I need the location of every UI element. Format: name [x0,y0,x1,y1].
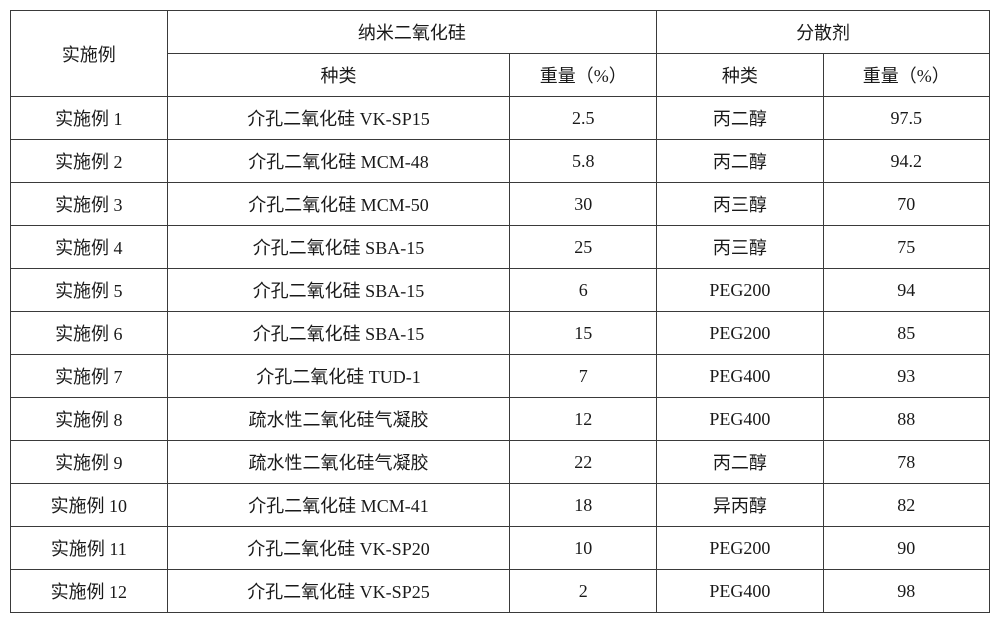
header-dispersant-weight: 重量（%） [823,54,989,97]
cell-silica-type: 介孔二氧化硅 SBA-15 [167,312,510,355]
cell-silica-type: 介孔二氧化硅 MCM-41 [167,484,510,527]
table-row: 实施例 3介孔二氧化硅 MCM-5030丙三醇70 [11,183,990,226]
cell-silica-type: 介孔二氧化硅 SBA-15 [167,269,510,312]
table-body: 实施例 1介孔二氧化硅 VK-SP152.5丙二醇97.5实施例 2介孔二氧化硅… [11,97,990,613]
cell-silica-type: 疏水性二氧化硅气凝胶 [167,441,510,484]
cell-example: 实施例 1 [11,97,168,140]
cell-dispersant-type: PEG200 [657,312,823,355]
table-row: 实施例 6介孔二氧化硅 SBA-1515PEG20085 [11,312,990,355]
header-group-silica: 纳米二氧化硅 [167,11,657,54]
cell-dispersant-type: 丙二醇 [657,97,823,140]
cell-dispersant-weight: 88 [823,398,989,441]
table-header: 实施例 纳米二氧化硅 分散剂 种类 重量（%） 种类 重量（%） [11,11,990,97]
cell-dispersant-type: 丙二醇 [657,441,823,484]
cell-silica-type: 介孔二氧化硅 VK-SP25 [167,570,510,613]
cell-dispersant-weight: 93 [823,355,989,398]
cell-silica-weight: 10 [510,527,657,570]
cell-dispersant-type: 丙二醇 [657,140,823,183]
cell-silica-type: 疏水性二氧化硅气凝胶 [167,398,510,441]
header-example: 实施例 [11,11,168,97]
cell-dispersant-weight: 98 [823,570,989,613]
cell-example: 实施例 12 [11,570,168,613]
cell-dispersant-weight: 85 [823,312,989,355]
cell-silica-type: 介孔二氧化硅 VK-SP20 [167,527,510,570]
table-row: 实施例 9疏水性二氧化硅气凝胶22丙二醇78 [11,441,990,484]
cell-dispersant-weight: 78 [823,441,989,484]
table-row: 实施例 12介孔二氧化硅 VK-SP252PEG40098 [11,570,990,613]
cell-silica-weight: 2.5 [510,97,657,140]
cell-silica-weight: 12 [510,398,657,441]
cell-silica-type: 介孔二氧化硅 TUD-1 [167,355,510,398]
cell-dispersant-weight: 94.2 [823,140,989,183]
cell-silica-type: 介孔二氧化硅 MCM-48 [167,140,510,183]
table-row: 实施例 7介孔二氧化硅 TUD-17PEG40093 [11,355,990,398]
cell-silica-weight: 18 [510,484,657,527]
cell-dispersant-weight: 70 [823,183,989,226]
cell-dispersant-weight: 82 [823,484,989,527]
cell-dispersant-weight: 97.5 [823,97,989,140]
cell-silica-weight: 7 [510,355,657,398]
cell-silica-weight: 6 [510,269,657,312]
cell-silica-weight: 25 [510,226,657,269]
cell-example: 实施例 11 [11,527,168,570]
cell-silica-weight: 5.8 [510,140,657,183]
cell-dispersant-weight: 75 [823,226,989,269]
cell-dispersant-type: 异丙醇 [657,484,823,527]
cell-dispersant-type: PEG400 [657,355,823,398]
header-silica-weight: 重量（%） [510,54,657,97]
header-dispersant-type: 种类 [657,54,823,97]
cell-dispersant-type: PEG200 [657,269,823,312]
cell-example: 实施例 6 [11,312,168,355]
cell-silica-type: 介孔二氧化硅 MCM-50 [167,183,510,226]
table-row: 实施例 5介孔二氧化硅 SBA-156PEG20094 [11,269,990,312]
cell-example: 实施例 8 [11,398,168,441]
data-table: 实施例 纳米二氧化硅 分散剂 种类 重量（%） 种类 重量（%） 实施例 1介孔… [10,10,990,613]
table-row: 实施例 2介孔二氧化硅 MCM-485.8丙二醇94.2 [11,140,990,183]
cell-dispersant-type: 丙三醇 [657,226,823,269]
table-row: 实施例 8疏水性二氧化硅气凝胶12PEG40088 [11,398,990,441]
table-row: 实施例 1介孔二氧化硅 VK-SP152.5丙二醇97.5 [11,97,990,140]
header-silica-type: 种类 [167,54,510,97]
cell-dispersant-type: 丙三醇 [657,183,823,226]
cell-dispersant-type: PEG200 [657,527,823,570]
cell-example: 实施例 5 [11,269,168,312]
cell-silica-weight: 15 [510,312,657,355]
table-row: 实施例 11介孔二氧化硅 VK-SP2010PEG20090 [11,527,990,570]
cell-example: 实施例 2 [11,140,168,183]
table-row: 实施例 4介孔二氧化硅 SBA-1525丙三醇75 [11,226,990,269]
cell-example: 实施例 3 [11,183,168,226]
cell-silica-weight: 30 [510,183,657,226]
cell-dispersant-type: PEG400 [657,570,823,613]
header-group-dispersant: 分散剂 [657,11,990,54]
cell-dispersant-type: PEG400 [657,398,823,441]
cell-dispersant-weight: 90 [823,527,989,570]
cell-example: 实施例 10 [11,484,168,527]
cell-dispersant-weight: 94 [823,269,989,312]
cell-silica-type: 介孔二氧化硅 SBA-15 [167,226,510,269]
cell-silica-type: 介孔二氧化硅 VK-SP15 [167,97,510,140]
cell-example: 实施例 4 [11,226,168,269]
table-row: 实施例 10介孔二氧化硅 MCM-4118异丙醇82 [11,484,990,527]
cell-silica-weight: 22 [510,441,657,484]
cell-silica-weight: 2 [510,570,657,613]
cell-example: 实施例 9 [11,441,168,484]
cell-example: 实施例 7 [11,355,168,398]
